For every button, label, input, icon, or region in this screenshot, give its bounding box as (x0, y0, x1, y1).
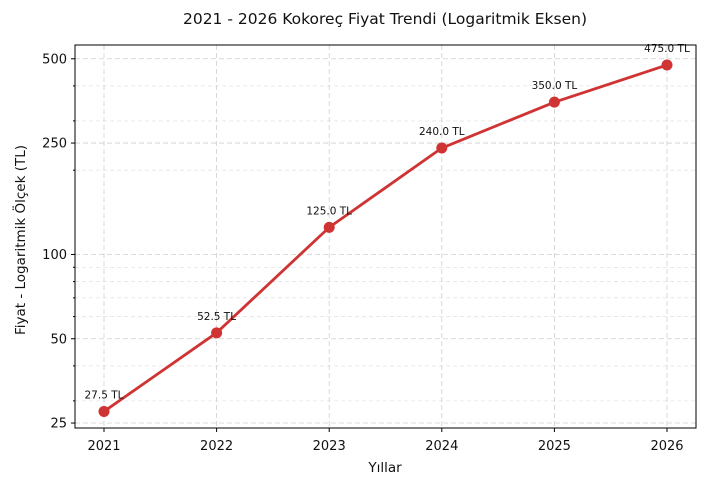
x-tick-label: 2023 (313, 439, 346, 454)
data-labels: 27.5 TL 52.5 TL 125.0 TL 240.0 TL 350.0 TL 47… (85, 43, 690, 401)
data-point (98, 405, 110, 417)
y-tick-label: 100 (42, 248, 67, 263)
y-tick-label: 25 (50, 417, 67, 432)
data-point (548, 96, 560, 108)
y-axis-label: Fiyat - Logaritmik Ölçek (TL) (11, 145, 29, 335)
y-tick-label: 50 (50, 332, 67, 347)
x-tick-label: 2022 (200, 439, 233, 454)
series-line (103, 63, 668, 413)
plot-frame (74, 44, 697, 429)
data-label: 52.5 TL (197, 311, 236, 323)
chart-title: 2021 - 2026 Kokoreç Fiyat Trendi (Logari… (183, 10, 587, 28)
x-tick-label: 2025 (538, 439, 571, 454)
data-label: 125.0 TL (306, 205, 352, 217)
data-point (211, 327, 223, 339)
y-tick-label: 500 (42, 52, 67, 67)
grid (75, 45, 696, 428)
data-point (661, 59, 673, 71)
x-axis-label: Yıllar (367, 460, 402, 476)
data-label: 27.5 TL (85, 389, 124, 401)
data-label: 350.0 TL (532, 80, 578, 92)
x-tick-label: 2026 (650, 439, 683, 454)
data-point (323, 221, 335, 233)
data-label: 240.0 TL (419, 126, 465, 138)
axis-ticks: 25 50 100 250 500 2021 2022 2023 2024 2025 2026 (42, 52, 683, 454)
data-label: 475.0 TL (644, 43, 690, 55)
series (98, 59, 673, 417)
x-tick-label: 2024 (425, 439, 458, 454)
data-point (436, 142, 448, 154)
x-tick-label: 2021 (87, 439, 120, 454)
y-tick-label: 250 (42, 137, 67, 152)
